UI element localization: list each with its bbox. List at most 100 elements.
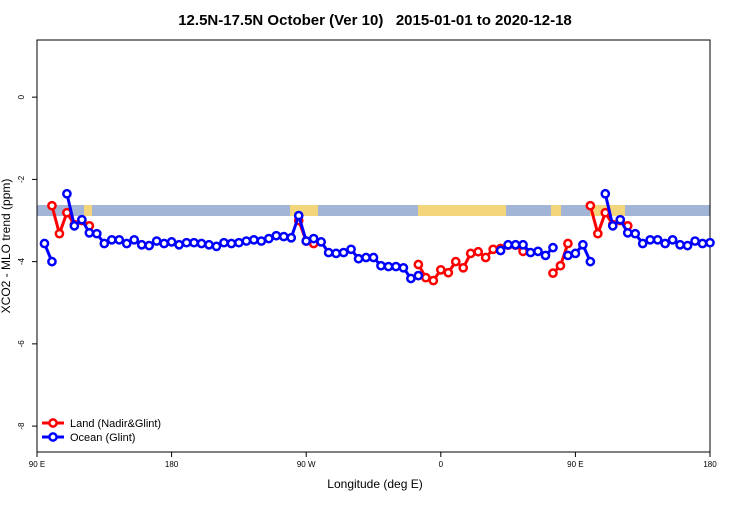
legend-marker: [48, 418, 58, 428]
data-point: [69, 221, 80, 231]
data-point: [181, 237, 192, 248]
data-point: [585, 200, 596, 211]
data-point: [645, 234, 656, 245]
x-tick-label: 90 E: [29, 460, 45, 469]
data-point: [361, 252, 371, 263]
data-point: [91, 228, 102, 239]
data-point: [278, 231, 289, 242]
data-point: [204, 239, 214, 250]
data-point: [607, 221, 618, 231]
data-point: [406, 273, 416, 284]
land-band: [418, 205, 506, 216]
data-point: [705, 237, 715, 248]
data-point: [667, 234, 678, 245]
land-band: [290, 205, 318, 216]
data-point: [510, 239, 521, 250]
data-point: [301, 236, 312, 246]
data-point: [682, 240, 693, 251]
data-point: [443, 267, 454, 278]
data-point: [450, 256, 461, 267]
data-point: [293, 210, 304, 221]
data-point: [84, 227, 95, 238]
data-point: [219, 237, 229, 248]
data-point: [503, 239, 513, 250]
x-tick-label: 90 E: [567, 460, 583, 469]
data-point: [495, 245, 506, 256]
data-point: [428, 275, 439, 286]
data-point: [151, 236, 162, 246]
data-point: [77, 214, 87, 225]
data-point: [630, 228, 641, 239]
data-point: [690, 236, 700, 246]
data-point: [211, 241, 222, 252]
data-point: [136, 239, 147, 250]
chart-title: 12.5N-17.5N October (Ver 10) 2015-01-01 …: [178, 12, 572, 29]
data-point: [555, 260, 566, 271]
data-point: [660, 238, 670, 249]
data-point: [420, 272, 431, 283]
data-point: [174, 239, 184, 250]
y-tick-label: -8: [17, 422, 26, 430]
data-point: [398, 262, 409, 273]
data-point: [234, 237, 244, 248]
data-point: [331, 248, 341, 259]
data-point: [189, 237, 199, 248]
data-point: [413, 270, 424, 281]
data-point: [121, 238, 132, 249]
x-tick-label: 180: [703, 460, 717, 469]
data-point: [488, 244, 498, 255]
data-point: [615, 214, 626, 225]
data-point: [592, 228, 603, 239]
data-point: [99, 238, 110, 249]
data-point: [391, 261, 401, 272]
data-point: [622, 227, 633, 238]
y-tick-label: -2: [17, 175, 26, 183]
data-point: [675, 239, 685, 250]
data-point: [39, 238, 50, 249]
series: [39, 188, 715, 284]
data-point: [144, 240, 155, 251]
legend-marker: [48, 432, 58, 442]
data-point: [114, 234, 125, 245]
data-point: [548, 242, 558, 253]
data-point: [533, 246, 543, 257]
data-point: [368, 252, 379, 263]
data-point: [540, 250, 551, 261]
data-point: [226, 238, 237, 249]
data-point: [166, 237, 177, 247]
y-axis-label: XCO2 - MLO trend (ppm): [0, 179, 13, 314]
data-point: [323, 247, 334, 258]
data-point: [62, 188, 72, 199]
data-point: [286, 232, 297, 243]
data-point: [256, 236, 267, 246]
data-point: [316, 237, 327, 247]
data-point: [563, 250, 573, 261]
data-point: [47, 200, 57, 211]
ocean-band: [37, 205, 710, 216]
data-point: [196, 238, 207, 249]
data-point: [129, 234, 140, 245]
data-point: [338, 247, 349, 258]
data-point: [600, 188, 611, 199]
data-point: [473, 246, 484, 257]
data-point: [159, 238, 169, 249]
data-point: [106, 234, 117, 245]
data-point: [570, 248, 581, 259]
data-point: [525, 247, 536, 258]
data-point: [241, 236, 252, 246]
x-tick-label: 90 W: [297, 460, 316, 469]
data-point: [346, 244, 356, 255]
data-point: [548, 268, 558, 278]
data-point: [271, 230, 282, 241]
data-point: [697, 238, 708, 249]
data-point: [413, 259, 424, 270]
x-tick-label: 0: [439, 460, 444, 469]
x-axis-label: Longitude (deg E): [327, 477, 422, 491]
data-point: [435, 264, 446, 275]
x-tick-label: 180: [165, 460, 179, 469]
y-tick-label: 0: [17, 94, 26, 99]
data-point: [465, 248, 476, 259]
data-point: [518, 239, 528, 250]
data-point: [249, 234, 259, 245]
